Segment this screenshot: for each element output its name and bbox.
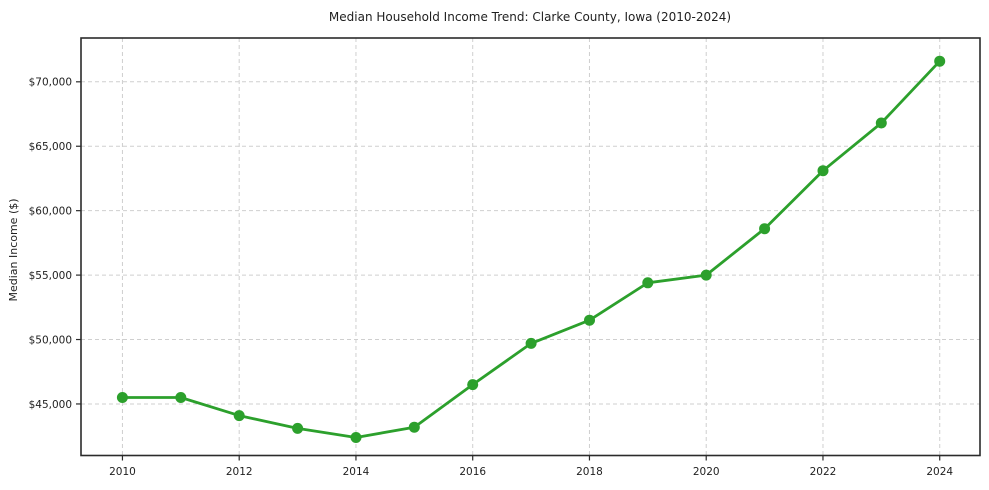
y-tick-labels: $45,000 $50,000 $55,000 $60,000 $65,000 $70,0… bbox=[29, 77, 72, 411]
y-axis-label: Median Income ($) bbox=[7, 198, 20, 301]
data-point-2023 bbox=[875, 117, 887, 129]
data-point-2016 bbox=[467, 379, 479, 391]
plot-area bbox=[81, 38, 980, 456]
data-point-2019 bbox=[642, 277, 654, 289]
x-tick-label: 2012 bbox=[226, 466, 253, 478]
income-line-series bbox=[116, 55, 946, 443]
data-point-2020 bbox=[700, 269, 712, 281]
axis-ticks bbox=[76, 81, 941, 461]
x-tick-label: 2016 bbox=[459, 466, 486, 478]
data-point-2015 bbox=[408, 421, 420, 433]
y-tick-label: $65,000 bbox=[29, 141, 72, 153]
y-tick-label: $60,000 bbox=[29, 205, 72, 217]
data-point-2014 bbox=[350, 432, 362, 443]
data-point-2012 bbox=[233, 410, 245, 422]
y-tick-label: $55,000 bbox=[29, 270, 72, 282]
x-tick-label: 2024 bbox=[926, 466, 953, 478]
axes-frame bbox=[80, 37, 981, 457]
data-point-2021 bbox=[759, 223, 771, 235]
data-point-2022 bbox=[817, 165, 829, 177]
data-point-2017 bbox=[525, 337, 537, 349]
x-tick-label: 2010 bbox=[109, 466, 136, 478]
y-tick-label: $70,000 bbox=[29, 77, 72, 89]
x-tick-label: 2014 bbox=[343, 466, 370, 478]
data-point-2010 bbox=[116, 392, 128, 403]
chart-title: Median Household Income Trend: Clarke Co… bbox=[329, 10, 731, 24]
x-tick-label: 2018 bbox=[576, 466, 603, 478]
data-point-2024 bbox=[934, 55, 946, 67]
x-tick-label: 2022 bbox=[810, 466, 837, 478]
data-point-2011 bbox=[175, 392, 187, 403]
y-tick-label: $45,000 bbox=[29, 399, 72, 411]
data-point-2013 bbox=[292, 422, 304, 434]
data-point-2018 bbox=[584, 314, 595, 326]
x-tick-label: 2020 bbox=[693, 466, 720, 478]
y-tick-label: $50,000 bbox=[29, 334, 72, 346]
x-tick-labels: 2010 2012 2014 2016 2018 2020 2022 2024 bbox=[109, 466, 953, 478]
